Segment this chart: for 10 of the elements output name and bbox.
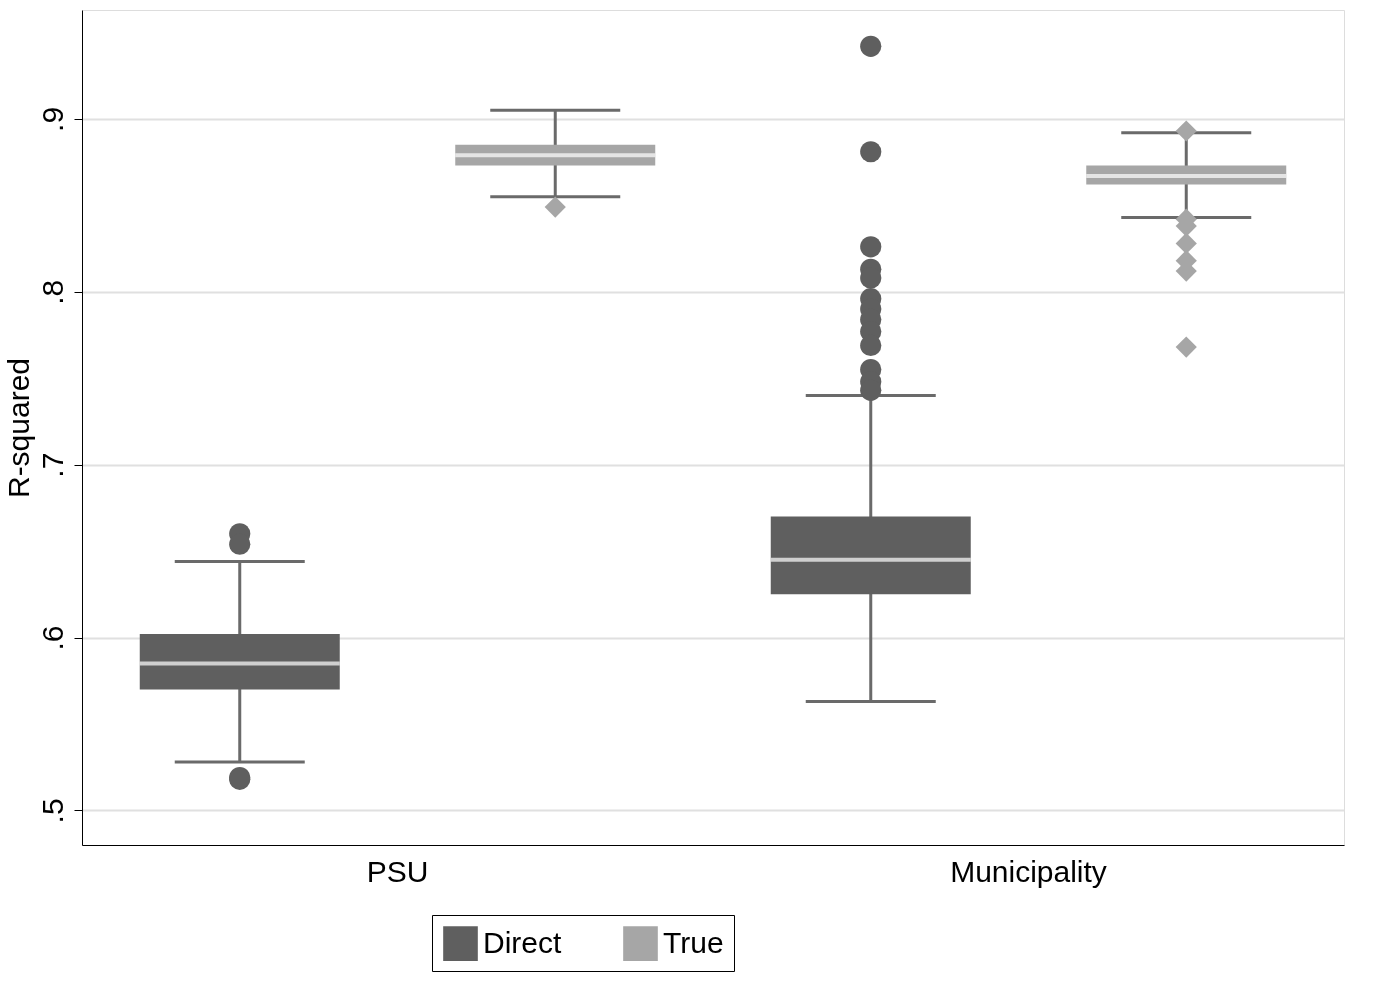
- legend-label: True: [663, 925, 724, 959]
- y-tick-label: .6: [35, 625, 69, 651]
- y-tick-label: .7: [35, 452, 69, 478]
- y-tick-label: .8: [35, 279, 69, 305]
- x-tick-label: PSU: [366, 854, 429, 888]
- y-tick-label: .9: [35, 106, 69, 132]
- y-tick-label: .5: [35, 798, 69, 824]
- x-tick-label: Municipality: [950, 854, 1107, 888]
- y-axis-title: R-squared: [1, 357, 35, 499]
- legend-label: Direct: [483, 925, 562, 959]
